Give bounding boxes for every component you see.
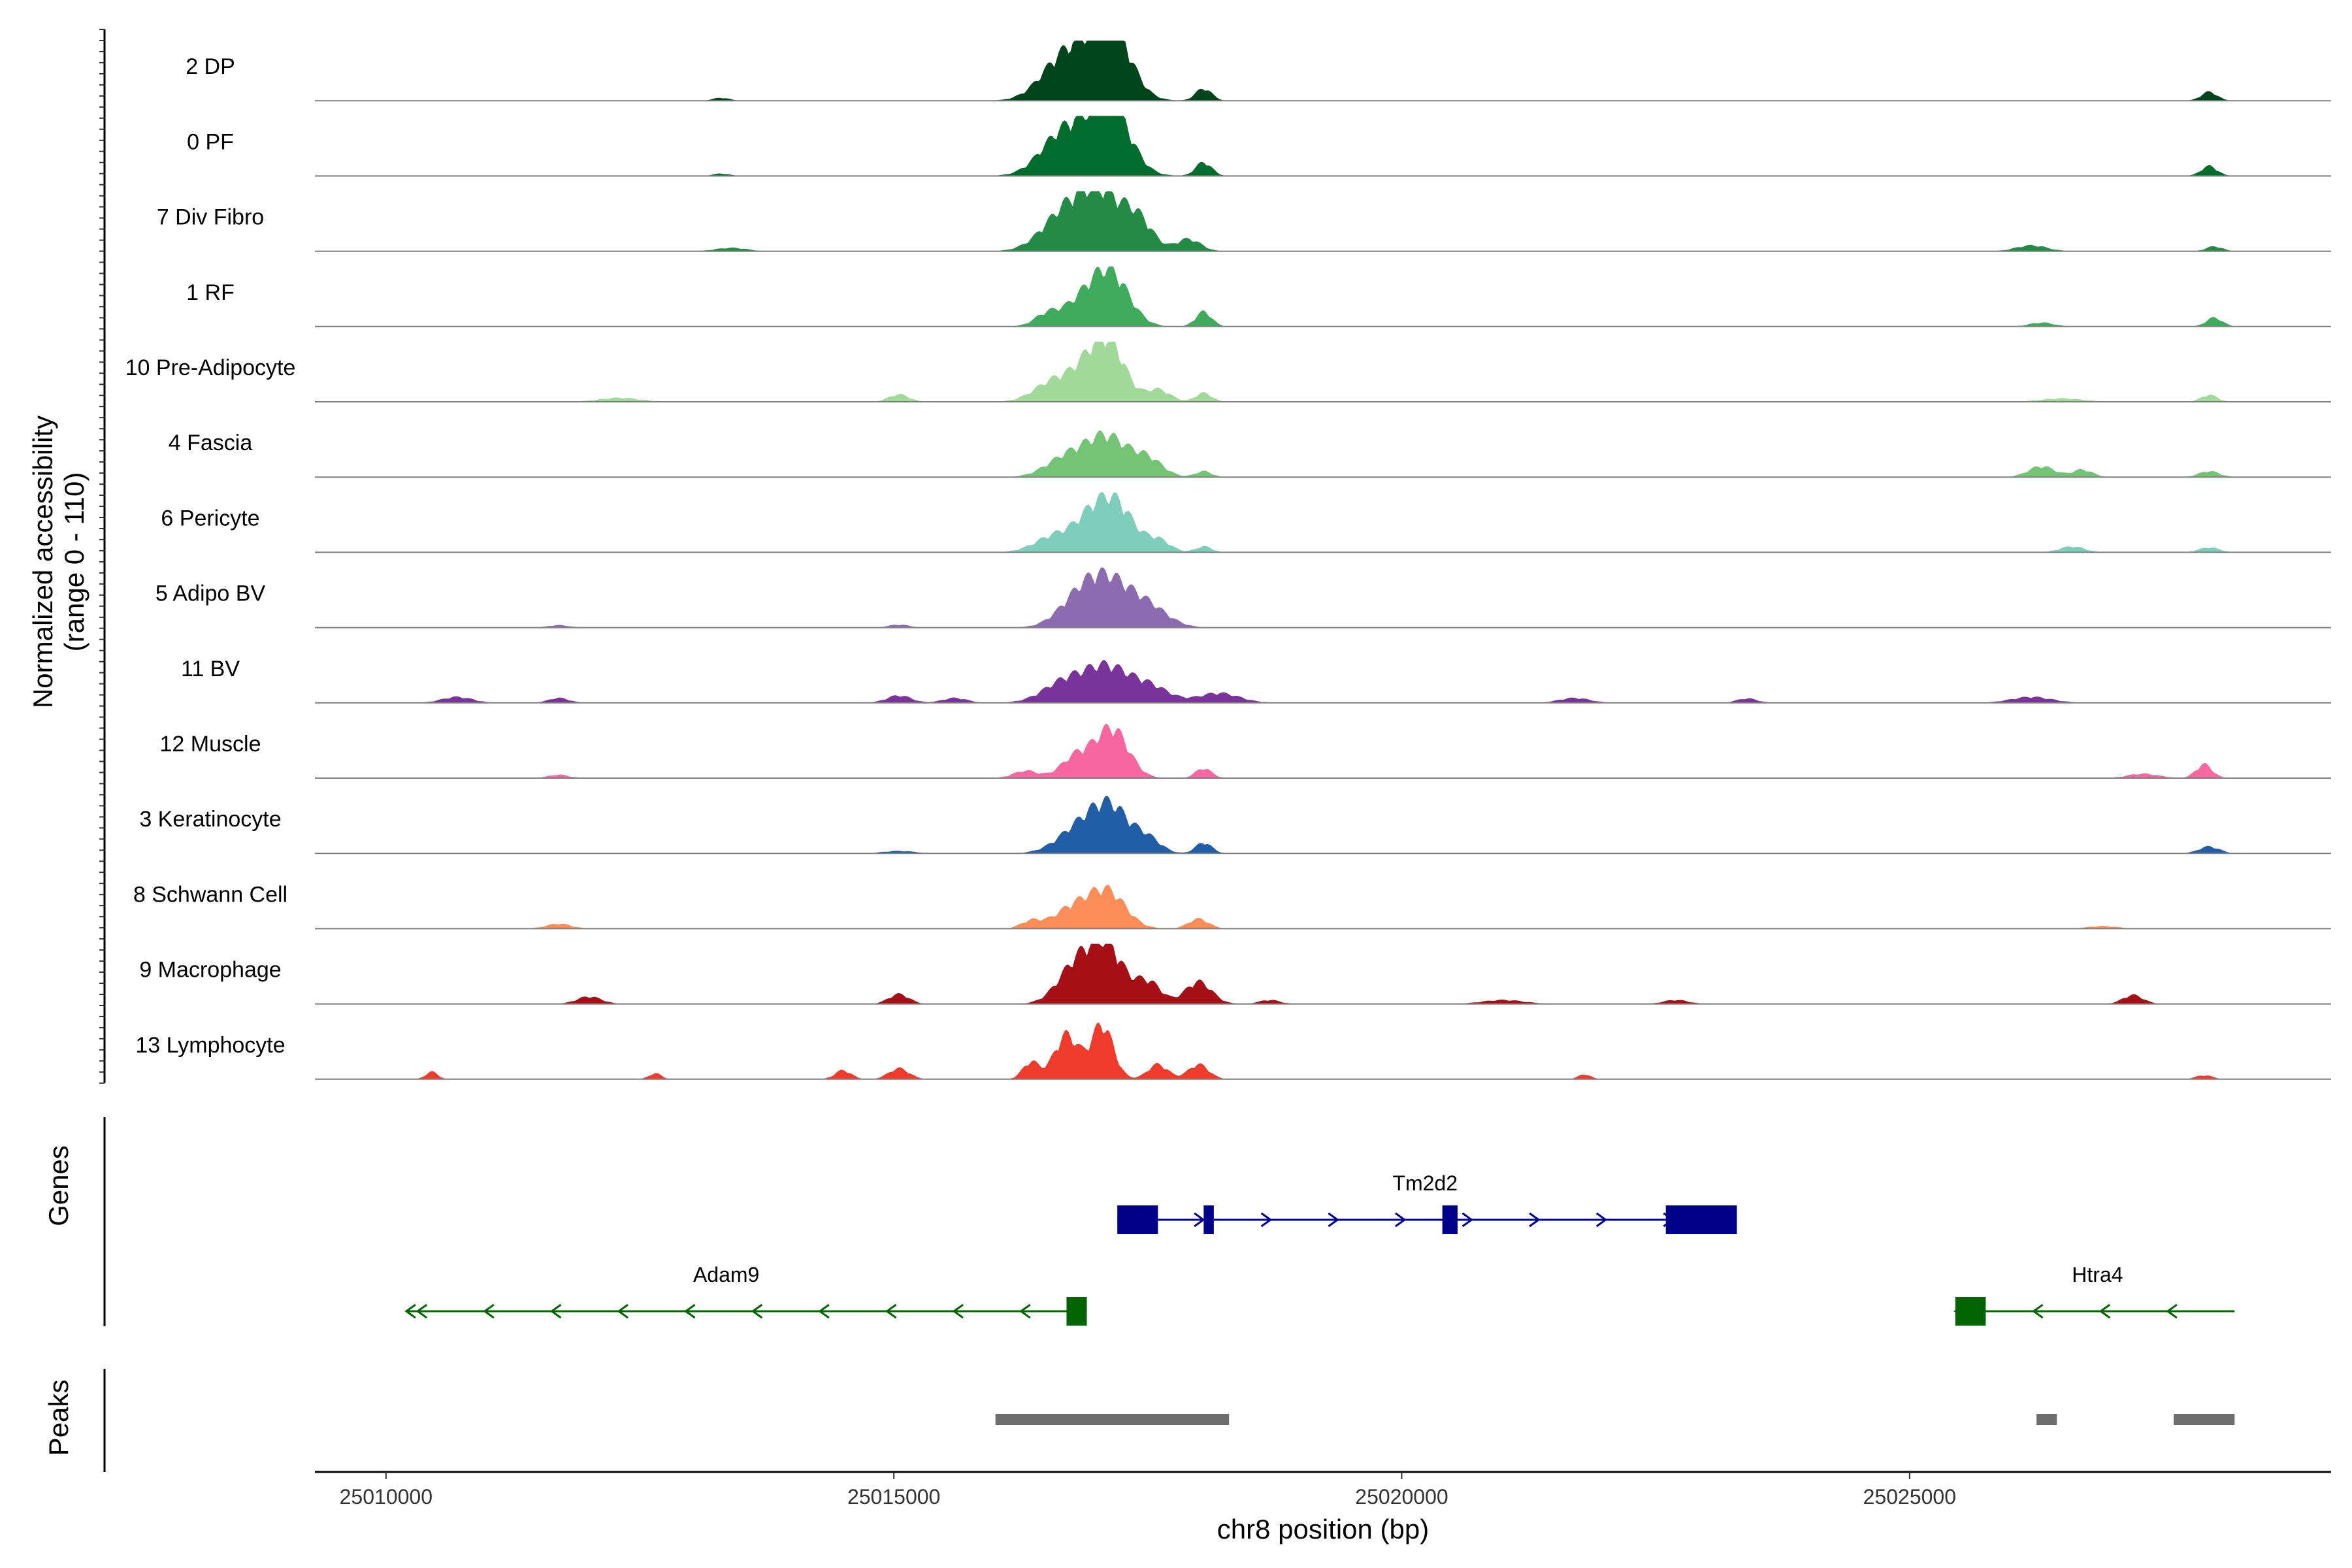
track-label: 11 BV (181, 657, 240, 681)
strand-arrow (483, 1303, 495, 1319)
peak-region (995, 1414, 1230, 1425)
track-5-adipo-bv: 5 Adipo BV (155, 567, 2331, 629)
gene-tm2d2: Tm2d2 (1117, 1171, 1737, 1234)
coverage-area (406, 266, 2235, 327)
coverage-area (406, 1022, 2235, 1079)
strand-arrow (885, 1303, 897, 1319)
strand-arrow (1462, 1212, 1474, 1228)
track-label: 6 Pericyte (161, 506, 259, 531)
track-label: 13 Lymphocyte (135, 1033, 285, 1058)
peak-region (2036, 1414, 2057, 1425)
gene-label: Adam9 (693, 1263, 759, 1286)
peak-region (2174, 1414, 2235, 1425)
coverage-area (406, 492, 2235, 553)
gene-label: Tm2d2 (1392, 1171, 1458, 1195)
strand-arrow (404, 1303, 416, 1319)
track-label: 2 DP (186, 54, 235, 79)
exon (1066, 1297, 1087, 1326)
strand-arrow (1260, 1212, 1273, 1228)
strand-arrow (1328, 1212, 1339, 1228)
y-axis-label-line1: Normalized accessibility (27, 416, 58, 708)
track-0-pf: 0 PF (187, 116, 2331, 177)
track-label: 0 PF (187, 129, 234, 154)
track-7-div-fibro: 7 Div Fibro (157, 191, 2331, 252)
strand-arrow (2099, 1303, 2111, 1319)
exon (1442, 1205, 1458, 1234)
strand-arrow (1019, 1303, 1031, 1319)
exon (1203, 1205, 1214, 1234)
track-label: 12 Muscle (160, 732, 261, 757)
track-label: 5 Adipo BV (155, 581, 266, 606)
coverage-area (406, 723, 2235, 778)
x-tick-label: 25025000 (1863, 1485, 1956, 1509)
x-axis-label: chr8 position (bp) (1217, 1514, 1429, 1544)
gene-adam9: Adam9 (404, 1263, 1087, 1326)
track-label: 9 Macrophage (139, 958, 281, 983)
track-4-fascia: 4 Fascia (169, 431, 2331, 478)
exon (1955, 1297, 1986, 1326)
strand-arrow (1194, 1212, 1205, 1228)
coverage-area (406, 885, 2235, 929)
track-12-muscle: 12 Muscle (160, 723, 2331, 779)
y-axis-label-line2: (range 0 - 110) (59, 472, 90, 652)
track-label: 7 Div Fibro (157, 205, 264, 230)
track-9-macrophage: 9 Macrophage (139, 943, 2331, 1005)
peaks-track (103, 1369, 2235, 1472)
track-11-bv: 11 BV (181, 657, 2331, 704)
x-axis: 25010000 25015000 25020000 25025000 (315, 1471, 2331, 1509)
coverage-area (406, 431, 2235, 478)
coverage-area (406, 943, 2235, 1004)
strand-arrow (2166, 1303, 2178, 1319)
y-axis (99, 29, 106, 1084)
x-tick-label: 25015000 (847, 1485, 940, 1509)
strand-arrow (751, 1303, 763, 1319)
track-1-rf: 1 RF (186, 266, 2331, 327)
coverage-area (406, 191, 2235, 252)
coverage-area (406, 660, 2235, 703)
track-label: 1 RF (186, 280, 235, 305)
track-3-keratinocyte: 3 Keratinocyte (139, 795, 2331, 855)
coverage-area (406, 795, 2235, 854)
coverage-area (406, 41, 2235, 101)
exon (1117, 1205, 1158, 1234)
gene-label: Htra4 (2072, 1263, 2123, 1286)
strand-arrow (416, 1303, 428, 1319)
coverage-tracks: 2 DP 0 PF 7 Div Fibro 1 RF 10 Pre-Adipocyte 4… (125, 41, 2331, 1080)
track-2-dp: 2 DP (186, 41, 2331, 102)
x-tick-label: 25010000 (340, 1485, 433, 1509)
coverage-area (406, 567, 2235, 628)
strand-arrow (617, 1303, 629, 1319)
gene-htra4: Htra4 (1953, 1263, 2235, 1326)
strand-arrow (684, 1303, 696, 1319)
strand-arrow (1595, 1212, 1608, 1228)
track-6-pericyte: 6 Pericyte (161, 492, 2331, 553)
x-tick-label: 25020000 (1355, 1485, 1448, 1509)
strand-arrow (1395, 1212, 1407, 1228)
track-10-pre-adipocyte: 10 Pre-Adipocyte (125, 342, 2331, 402)
strand-arrow (952, 1303, 964, 1319)
track-label: 10 Pre-Adipocyte (125, 355, 296, 380)
genes-track: Tm2d2 Adam9 Htra4 (103, 1117, 2235, 1326)
genes-panel-label: Genes (43, 1145, 74, 1226)
peaks-panel-label: Peaks (43, 1380, 74, 1456)
strand-arrow (2032, 1303, 2044, 1319)
coverage-area (406, 342, 2235, 402)
exon (1665, 1205, 1737, 1234)
track-8-schwann-cell: 8 Schwann Cell (133, 882, 2331, 930)
track-label: 3 Keratinocyte (139, 807, 281, 832)
track-label: 4 Fascia (169, 431, 253, 455)
strand-arrow (549, 1303, 562, 1319)
track-13-lymphocyte: 13 Lymphocyte (135, 1022, 2331, 1080)
strand-arrow (818, 1303, 830, 1319)
coverage-area (406, 116, 2235, 176)
strand-arrow (1529, 1212, 1541, 1228)
track-label: 8 Schwann Cell (133, 882, 287, 907)
